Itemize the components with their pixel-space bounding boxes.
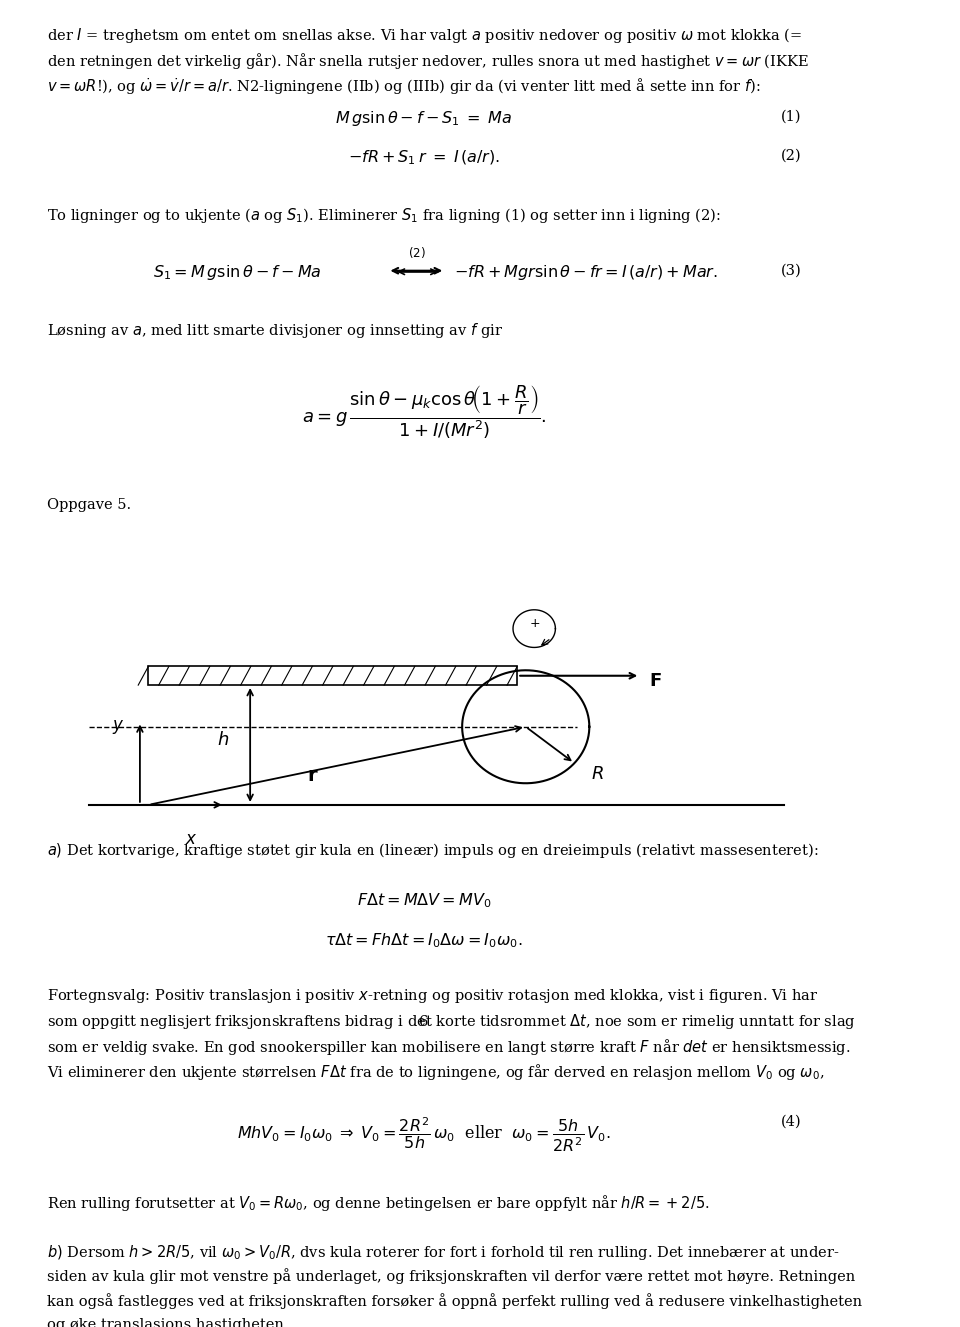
Text: siden av kula glir mot venstre på underlaget, og friksjonskraften vil derfor vær: siden av kula glir mot venstre på underl… xyxy=(47,1269,855,1285)
Text: (3): (3) xyxy=(780,264,802,277)
Text: $MhV_0 = I_0\omega_0 \;\Rightarrow\; V_0 = \dfrac{2R^2}{5h}\,\omega_0$  eller  $: $MhV_0 = I_0\omega_0 \;\Rightarrow\; V_0… xyxy=(237,1115,612,1153)
Text: (1): (1) xyxy=(780,109,802,123)
Text: To ligninger og to ukjente ($a$ og $S_1$). Eliminerer $S_1$ fra ligning (1) og s: To ligninger og to ukjente ($a$ og $S_1$… xyxy=(47,206,720,226)
Text: $\tau\Delta t = Fh\Delta t = I_0\Delta\omega = I_0\omega_0.$: $\tau\Delta t = Fh\Delta t = I_0\Delta\o… xyxy=(325,930,523,950)
Text: (4): (4) xyxy=(780,1115,802,1129)
Text: den retningen det virkelig går). Når snella rutsjer nedover, rulles snora ut med: den retningen det virkelig går). Når sne… xyxy=(47,50,808,72)
Text: $v = \omega R$!), og $\dot{\omega} = \dot{v}/r = a/r$. N2-ligningene (IIb) og (I: $v = \omega R$!), og $\dot{\omega} = \do… xyxy=(47,76,760,97)
Text: kan også fastlegges ved at friksjonskraften forsøker å oppnå perfekt rulling ved: kan også fastlegges ved at friksjonskraf… xyxy=(47,1294,862,1308)
Text: som oppgitt neglisjert friksjonskraftens bidrag i det korte tidsrommet $\Delta t: som oppgitt neglisjert friksjonskraftens… xyxy=(47,1013,855,1031)
Text: $M\,g\sin\theta - f - S_1 \;=\; Ma$: $M\,g\sin\theta - f - S_1 \;=\; Ma$ xyxy=(335,109,513,129)
Text: Oppgave 5.: Oppgave 5. xyxy=(47,498,131,512)
Text: $S_1 = M\,g\sin\theta - f - Ma$: $S_1 = M\,g\sin\theta - f - Ma$ xyxy=(153,264,322,283)
Text: Vi eliminerer den ukjente størrelsen $F\Delta t$ fra de to ligningene, og får de: Vi eliminerer den ukjente størrelsen $F\… xyxy=(47,1062,824,1082)
Text: $y$: $y$ xyxy=(112,718,125,735)
Text: $F\Delta t = M\Delta V = MV_0$: $F\Delta t = M\Delta V = MV_0$ xyxy=(357,892,492,910)
Text: $(2)$: $(2)$ xyxy=(407,245,425,260)
Text: $\mathbf{F}$: $\mathbf{F}$ xyxy=(649,671,661,690)
Text: Fortegnsvalg: Positiv translasjon i positiv $x$-retning og positiv rotasjon med : Fortegnsvalg: Positiv translasjon i posi… xyxy=(47,987,818,1005)
Text: $\mathbf{r}$: $\mathbf{r}$ xyxy=(307,767,319,786)
Text: $a = g\,\dfrac{\sin\theta - \mu_k\cos\theta\!\left(1 + \dfrac{R}{r}\right)}{1 + : $a = g\,\dfrac{\sin\theta - \mu_k\cos\th… xyxy=(301,384,546,441)
Text: $-fR + Mgr\sin\theta - fr = I\,(a/r) + Mar.$: $-fR + Mgr\sin\theta - fr = I\,(a/r) + M… xyxy=(454,264,717,283)
Text: (2): (2) xyxy=(780,149,802,163)
Text: $-fR + S_1\,r \;=\; I\,(a/r).$: $-fR + S_1\,r \;=\; I\,(a/r).$ xyxy=(348,149,500,167)
Text: $+$: $+$ xyxy=(529,617,540,630)
Text: og øke translasjons hastigheten.: og øke translasjons hastigheten. xyxy=(47,1318,288,1327)
Text: $x$: $x$ xyxy=(184,831,197,848)
Text: Løsning av $a$, med litt smarte divisjoner og innsetting av $f$ gir: Løsning av $a$, med litt smarte divisjon… xyxy=(47,321,503,340)
Text: $b)$ Dersom $h > 2R/5$, vil $\omega_0 > V_0/R$, dvs kula roterer for fort i forh: $b)$ Dersom $h > 2R/5$, vil $\omega_0 > … xyxy=(47,1243,839,1262)
Text: der $I$ = treghetsm om entet om snellas akse. Vi har valgt $a$ positiv nedover o: der $I$ = treghetsm om entet om snellas … xyxy=(47,27,802,45)
Text: $a)$ Det kortvarige, kraftige støtet gir kula en (lineær) impuls og en dreieimpu: $a)$ Det kortvarige, kraftige støtet gir… xyxy=(47,841,818,860)
Text: 6: 6 xyxy=(420,1015,429,1028)
Text: $R$: $R$ xyxy=(591,764,604,783)
Text: Ren rulling forutsetter at $V_0 = R\omega_0$, og denne betingelsen er bare oppfy: Ren rulling forutsetter at $V_0 = R\omeg… xyxy=(47,1193,709,1213)
Text: som er veldig svake. En god snookerspiller kan mobilisere en langt større kraft : som er veldig svake. En god snookerspill… xyxy=(47,1036,850,1058)
Text: $h$: $h$ xyxy=(217,731,228,748)
